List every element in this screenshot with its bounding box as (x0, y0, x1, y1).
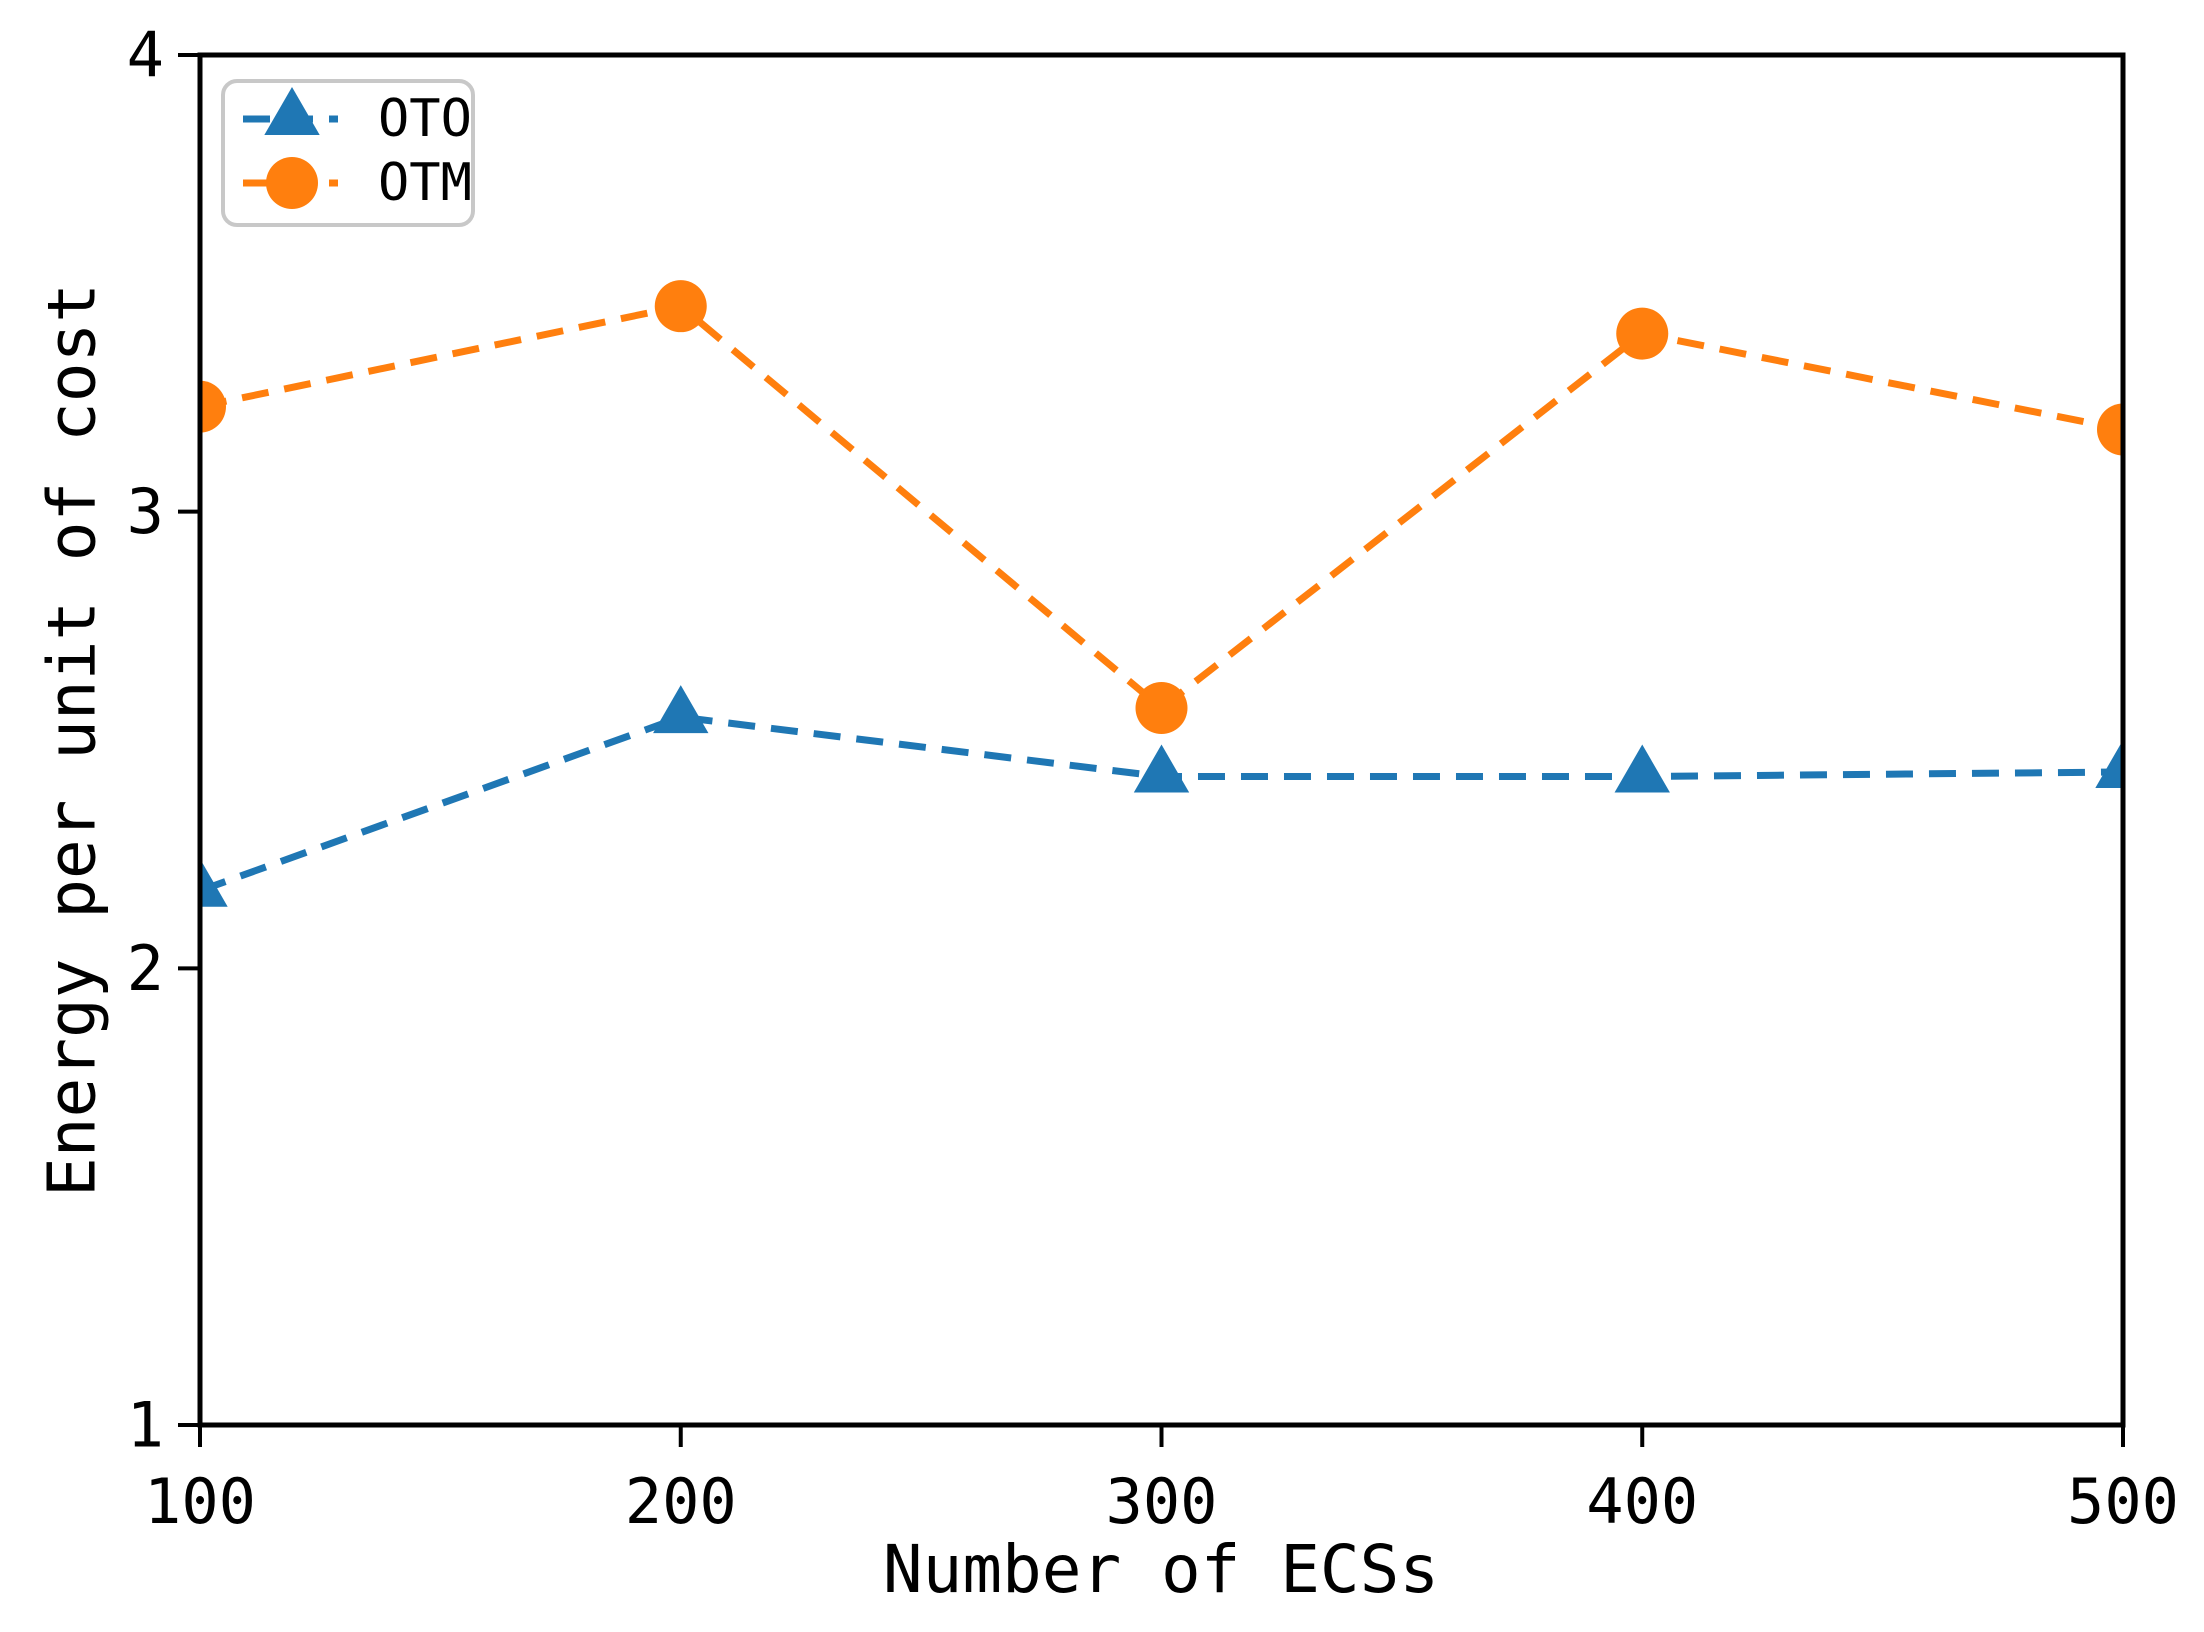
legend: OTO OTM (221, 79, 475, 227)
x-tick-label: 200 (625, 1465, 737, 1538)
x-tick-label: 300 (1106, 1465, 1218, 1538)
ticks-layer: 1 2 3 4 100 200 300 400 500 (127, 19, 2179, 1539)
legend-triangle-marker-icon (264, 87, 320, 135)
x-tick-label: 100 (144, 1465, 256, 1538)
x-axis-label: Number of ECSs (883, 1531, 1439, 1608)
data-point-otm (2097, 403, 2123, 456)
series-line-otm (200, 302, 2123, 713)
data-point-otm (1616, 307, 1669, 360)
y-tick-label: 1 (127, 1389, 164, 1462)
data-point-oto (1133, 744, 1190, 793)
x-tick-label: 500 (2067, 1465, 2179, 1538)
series-layer (200, 280, 2123, 907)
data-point-oto (1614, 744, 1670, 793)
legend-item-otm: OTM (243, 153, 472, 213)
plot-border (197, 52, 2126, 1428)
data-point-otm (200, 380, 226, 433)
legend-circle-marker-icon (266, 157, 318, 209)
legend-label-otm: OTM (378, 153, 472, 213)
data-point-oto (653, 685, 709, 734)
x-tick-label: 400 (1586, 1465, 1698, 1538)
y-tick-label: 4 (127, 19, 164, 92)
y-tick-label: 3 (127, 475, 164, 548)
data-point-oto (200, 858, 228, 907)
y-tick-label: 2 (127, 932, 164, 1005)
data-point-oto (2095, 739, 2123, 788)
data-point-otm (1135, 682, 1188, 735)
legend-item-oto: OTO (243, 87, 472, 149)
legend-label-oto: OTO (378, 89, 472, 149)
data-point-otm (654, 280, 707, 333)
series-line-oto (200, 713, 2123, 894)
y-axis-label: Energy per unit of cost (34, 283, 111, 1197)
